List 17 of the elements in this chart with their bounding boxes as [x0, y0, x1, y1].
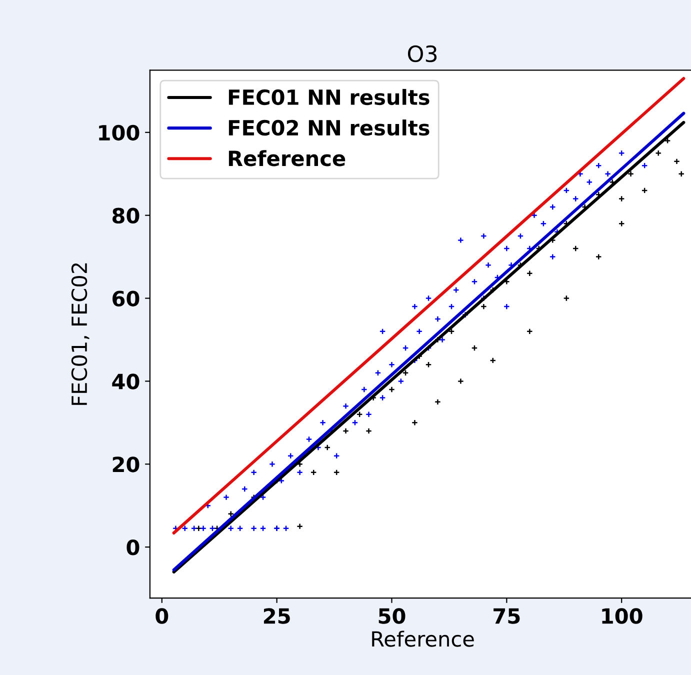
x-tick-label: 75	[494, 608, 520, 624]
legend-label: FEC01 NN results	[228, 88, 430, 106]
y-tick-label: 40	[112, 374, 140, 390]
y-axis-title: FEC01, FEC02	[71, 263, 90, 405]
legend-label: Reference	[228, 150, 346, 166]
y-tick-label: 60	[112, 290, 140, 306]
x-axis-title: Reference	[372, 630, 474, 647]
y-tick-label: 80	[112, 208, 140, 224]
chart-title: O3	[408, 45, 437, 62]
x-tick-label: 50	[378, 608, 406, 624]
x-tick-label: 100	[602, 608, 642, 624]
legend-label: FEC02 NN results	[228, 120, 430, 136]
y-tick-label: 100	[99, 124, 140, 141]
x-tick-label: 25	[264, 608, 290, 624]
y-tick-label: 20	[112, 456, 140, 472]
y-tick-label: 0	[126, 540, 140, 556]
x-tick-label: 0	[156, 608, 168, 624]
